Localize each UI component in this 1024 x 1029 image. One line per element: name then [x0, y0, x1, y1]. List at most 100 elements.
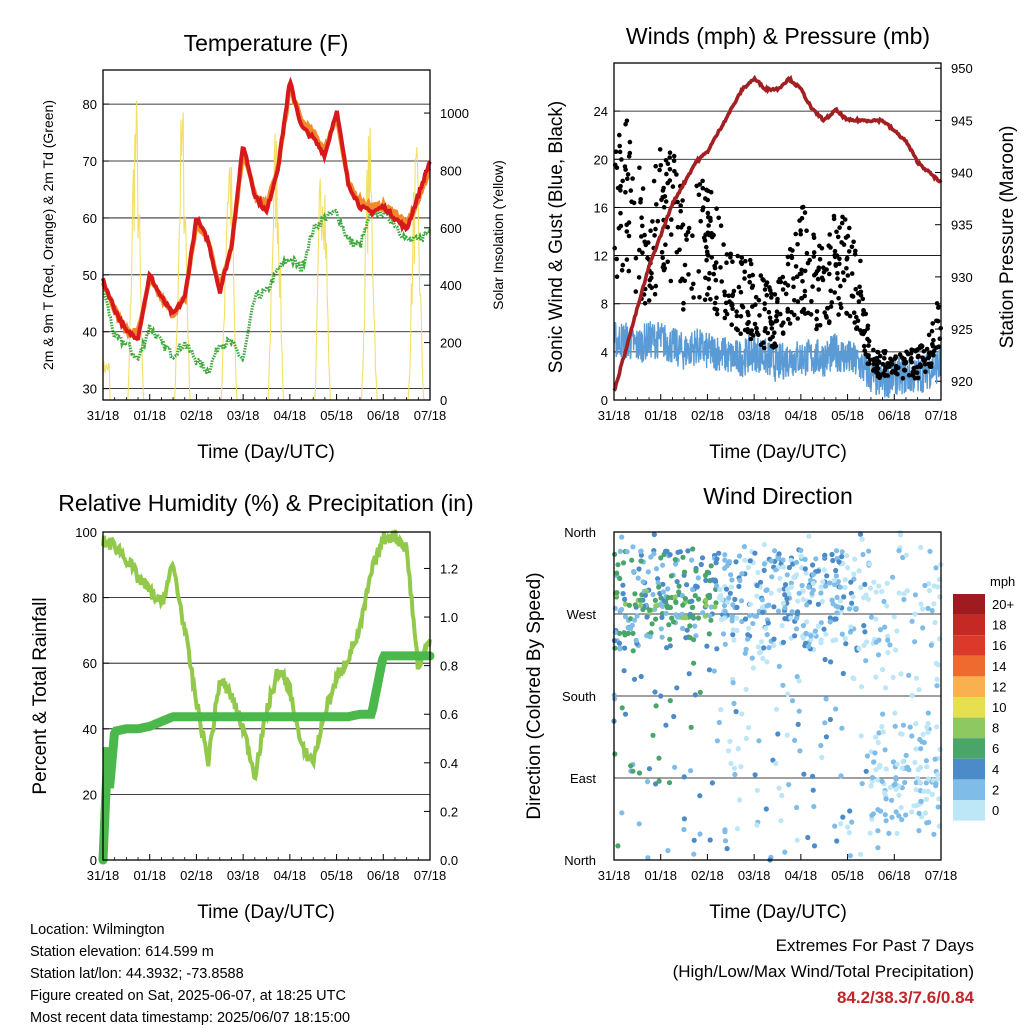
- temperature-right-tick-label: 800: [440, 163, 462, 178]
- wind-direction-point: [902, 779, 908, 786]
- wind-direction-point: [880, 667, 886, 673]
- gust-point: [768, 319, 774, 325]
- gust-point: [829, 300, 835, 305]
- wind-direction-point: [932, 619, 938, 626]
- wind-direction-point: [737, 797, 743, 803]
- gust-point: [714, 311, 720, 317]
- gust-point: [936, 344, 942, 350]
- wind-direction-point: [793, 626, 800, 632]
- gust-point: [671, 158, 677, 163]
- gust-point: [789, 253, 794, 259]
- wind-right-tick-label: 950: [951, 61, 973, 76]
- station-elevation: Station elevation: 614.599 m: [30, 944, 214, 960]
- wind-direction-point: [890, 674, 896, 681]
- wind-direction-point: [655, 580, 661, 586]
- wind-direction-point: [681, 826, 687, 833]
- wind-left-axis-label: Sonic Wind & Gust (Blue, Black): [546, 101, 567, 373]
- gust-point: [781, 320, 786, 326]
- gust-point: [827, 271, 832, 277]
- gust-point: [763, 326, 768, 331]
- wind-right-tick-label: 925: [951, 322, 973, 337]
- gust-point: [795, 242, 800, 247]
- wind-direction-point: [813, 556, 819, 562]
- wind-direction-point: [671, 713, 677, 720]
- wind-direction-point: [693, 583, 699, 589]
- wind-direction-point: [667, 698, 673, 704]
- wind-direction-point: [693, 633, 699, 639]
- gust-point: [628, 188, 634, 193]
- wind-direction-point: [745, 636, 751, 642]
- gust-point: [747, 279, 752, 285]
- wind-direction-point: [810, 773, 816, 780]
- wind-direction-point: [703, 577, 709, 584]
- wind-direction-point: [784, 596, 790, 602]
- wind-direction-point: [800, 588, 806, 594]
- gust-point: [680, 276, 685, 282]
- gust-point: [667, 167, 673, 172]
- wind-direction-point: [742, 650, 748, 656]
- gust-point: [797, 271, 803, 277]
- wind-direction-point: [727, 590, 733, 596]
- gust-point: [786, 316, 791, 322]
- gust-point: [726, 293, 731, 299]
- gust-point: [794, 274, 800, 280]
- station-pressure-line: [612, 74, 943, 392]
- speed-legend-swatch: [953, 800, 985, 821]
- wind-direction-point: [646, 766, 653, 772]
- wind-direction-point: [864, 639, 870, 645]
- wind-direction-point: [885, 650, 891, 656]
- gust-point: [667, 155, 672, 160]
- gust-point: [730, 259, 735, 265]
- wind-x-tick-label: 03/18: [738, 408, 771, 423]
- speed-legend-swatch: [953, 655, 985, 677]
- wind-direction-point: [780, 682, 786, 688]
- wind-direction-point: [630, 648, 636, 654]
- wind-direction-point: [776, 663, 782, 670]
- wind-direction-point: [622, 711, 629, 717]
- wind-direction-point: [632, 602, 638, 608]
- gust-point: [713, 277, 719, 283]
- wind-direction-point: [785, 586, 791, 592]
- wind-direction-point: [839, 549, 845, 555]
- humidity-x-tick-label: 03/18: [227, 868, 260, 883]
- temperature-x-tick-label: 05/18: [320, 408, 353, 423]
- gust-point: [677, 247, 682, 253]
- speed-legend-label: 2: [992, 782, 999, 797]
- wind-direction-point: [780, 600, 787, 606]
- station-latlon: Station lat/lon: 44.3932; -73.8588: [30, 966, 244, 982]
- gust-point: [756, 332, 761, 338]
- gust-point: [798, 228, 803, 233]
- gust-point: [702, 297, 708, 303]
- wind-direction-point: [795, 609, 801, 615]
- wind-direction-point: [758, 649, 764, 655]
- wind-direction-point: [862, 581, 868, 588]
- wind-direction-point: [754, 613, 760, 619]
- sonic-wind-line: [613, 321, 942, 399]
- wind-direction-point: [672, 594, 678, 600]
- gust-point: [708, 297, 713, 302]
- wind-direction-point: [659, 614, 665, 621]
- wind-direction-point: [920, 606, 926, 612]
- gust-point: [704, 187, 709, 193]
- gust-point: [724, 260, 729, 266]
- gust-point: [754, 326, 759, 331]
- gust-point: [617, 149, 623, 155]
- wind-direction-point: [649, 621, 655, 627]
- wind-direction-point: [786, 782, 792, 788]
- wind-direction-point: [840, 814, 846, 820]
- wind-direction-point: [771, 636, 777, 642]
- speed-legend-label: 14: [992, 659, 1006, 674]
- wind-direction-point: [734, 627, 740, 634]
- gust-point: [662, 194, 668, 199]
- wind-direction-point: [858, 851, 864, 857]
- wind-direction-point: [616, 640, 623, 646]
- wind-direction-point: [897, 532, 904, 538]
- wind-direction-point: [730, 627, 736, 633]
- wind-direction-point: [778, 818, 784, 824]
- wind-direction-point: [838, 609, 844, 615]
- wind-direction-point: [848, 579, 854, 585]
- wind-direction-point: [873, 767, 879, 773]
- gust-point: [785, 283, 791, 288]
- wind-direction-point: [859, 781, 865, 787]
- gust-point: [712, 300, 718, 306]
